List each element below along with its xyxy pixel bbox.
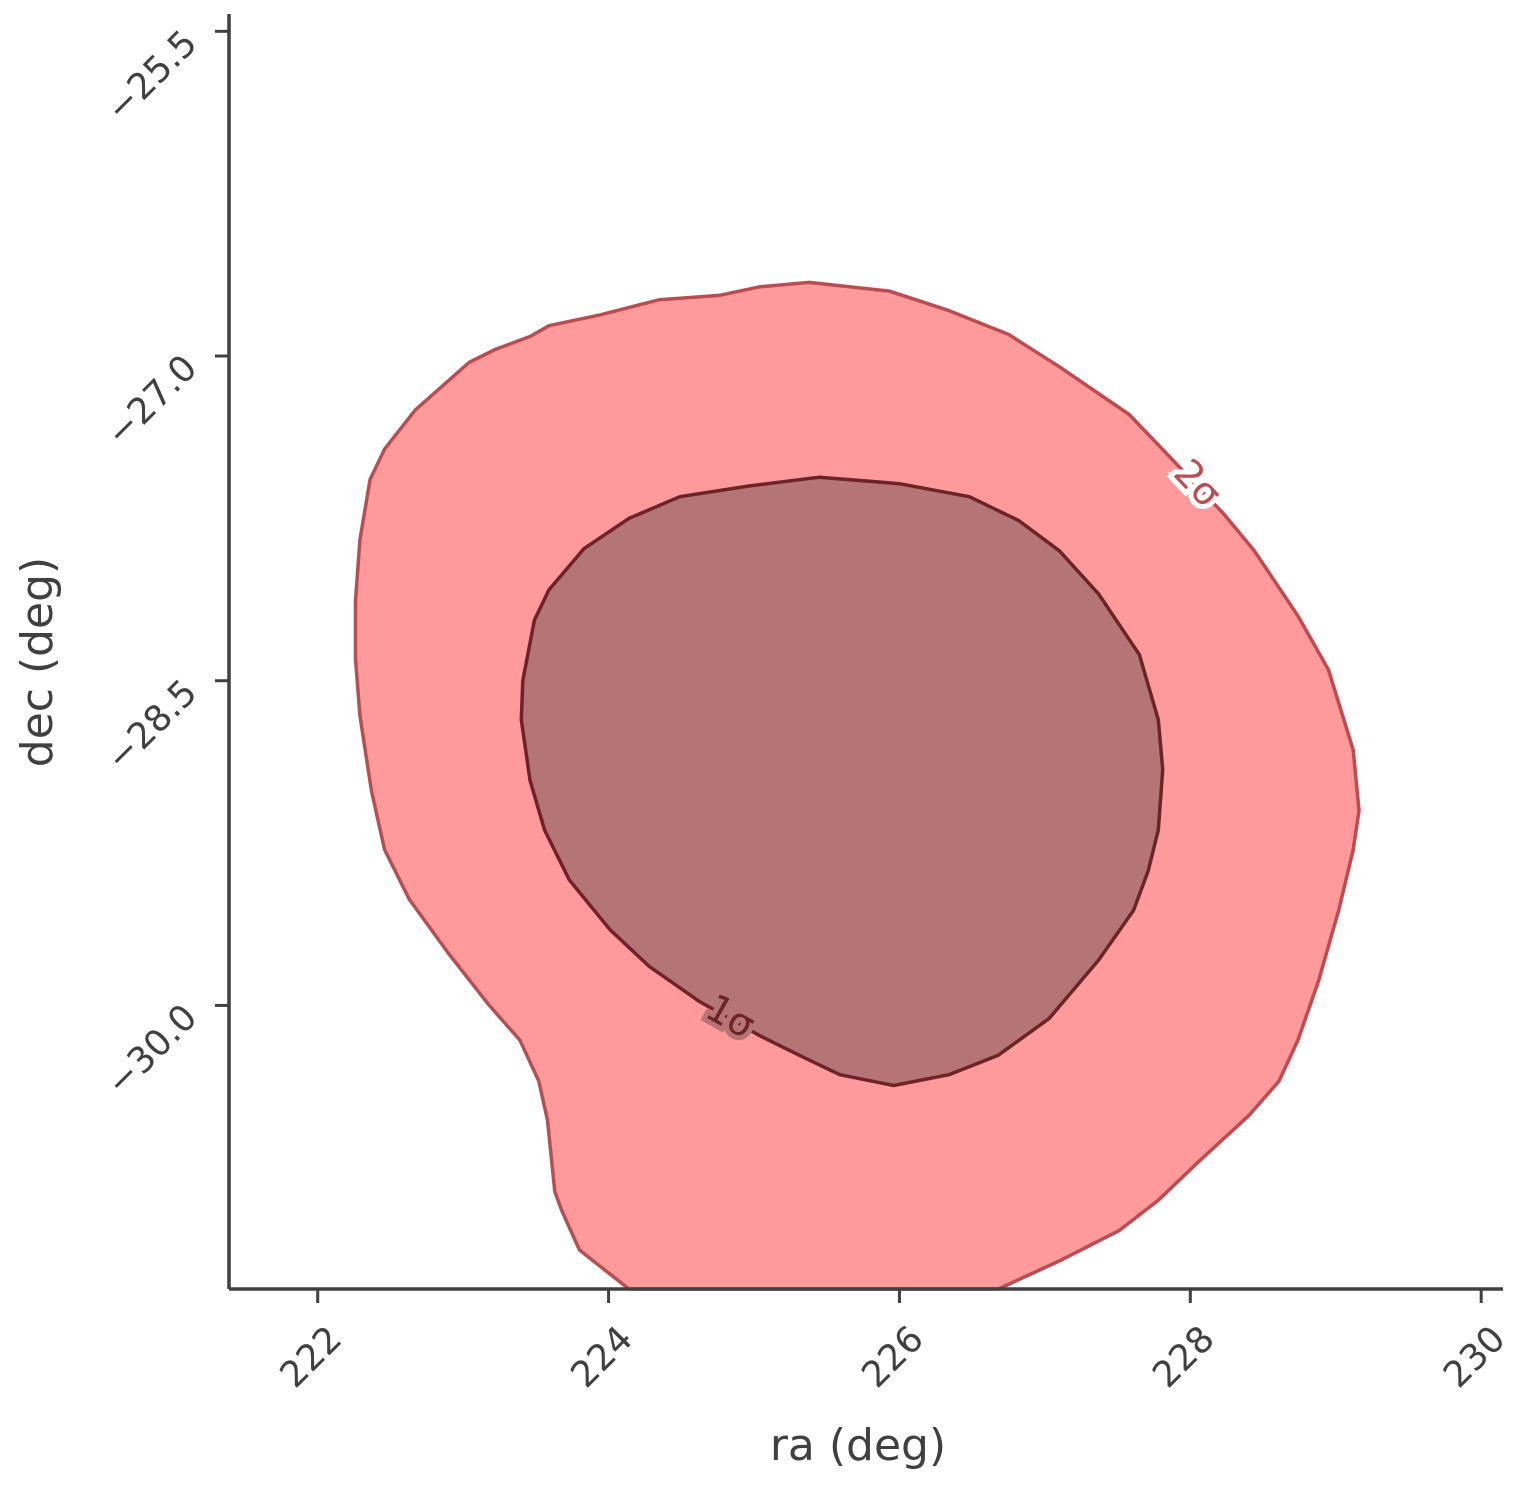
contour-region	[519, 475, 1165, 1088]
x-axis-label: ra (deg)	[770, 1420, 946, 1471]
y-tick-label: −27.0	[98, 347, 205, 454]
x-tick-label: 230	[1436, 1318, 1514, 1396]
x-tick-label: 226	[854, 1318, 932, 1396]
x-tick-label: 222	[272, 1318, 350, 1396]
x-tick-label: 224	[563, 1318, 641, 1396]
y-tick-label: −25.5	[98, 23, 205, 130]
y-tick-label: −28.5	[98, 672, 205, 779]
x-tick-label: 228	[1145, 1318, 1223, 1396]
y-tick-label: −30.0	[98, 997, 205, 1104]
y-axis-label: dec (deg)	[12, 557, 63, 767]
